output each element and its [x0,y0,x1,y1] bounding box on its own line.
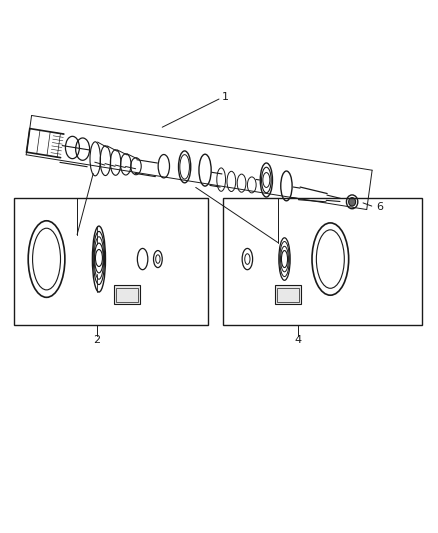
Text: 4: 4 [294,335,301,345]
Bar [277,288,299,302]
Text: 6: 6 [376,202,383,212]
Bar [275,285,301,304]
Text: 1: 1 [222,92,229,102]
Bar [117,288,138,302]
Text: 2: 2 [93,335,100,345]
Bar [114,285,141,304]
Ellipse shape [349,198,356,206]
Bar [223,198,422,325]
Bar [14,198,208,325]
